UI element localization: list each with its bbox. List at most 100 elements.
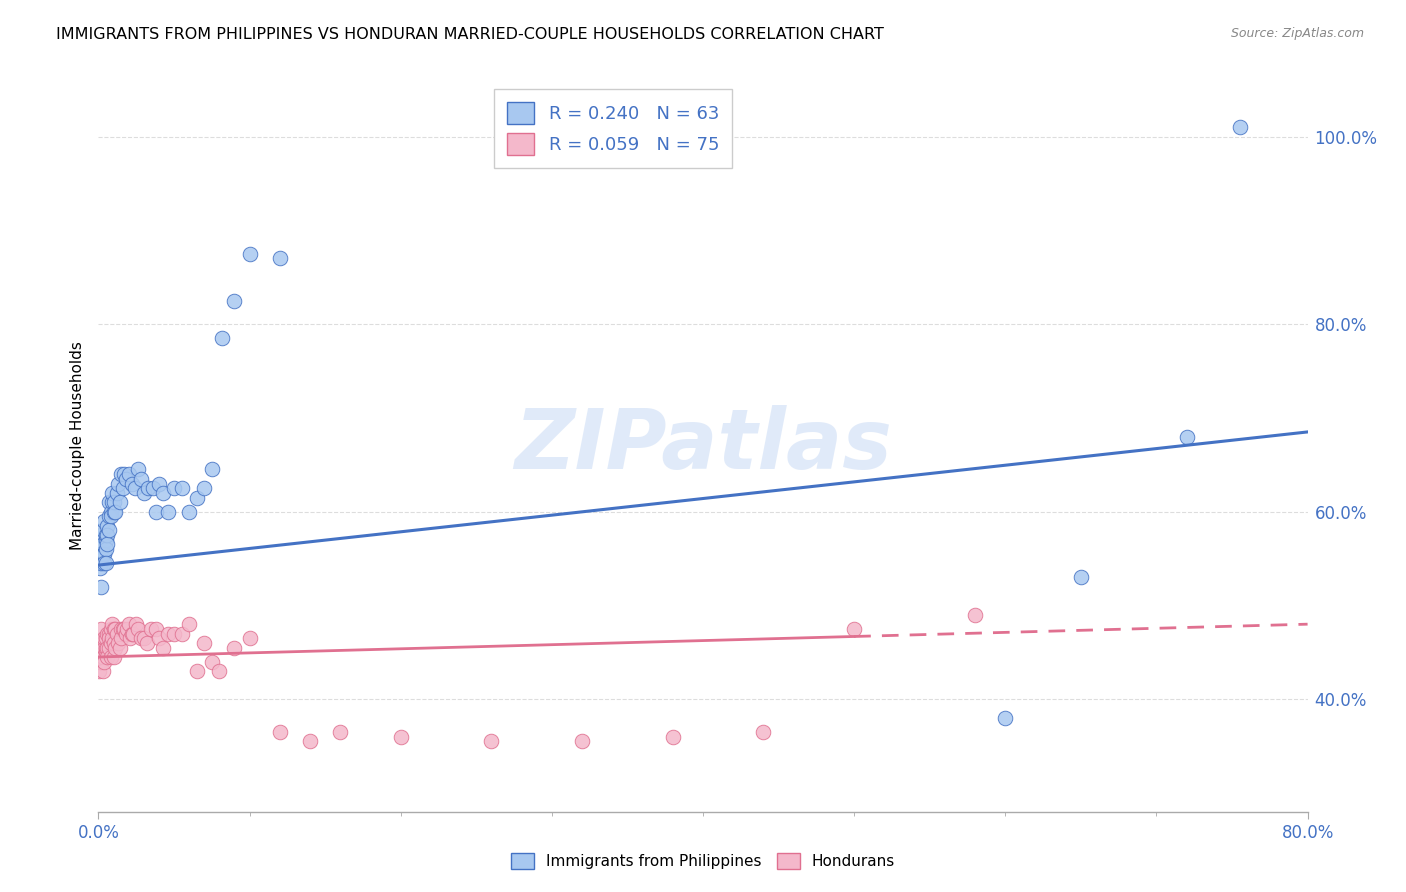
Point bbox=[107, 636, 129, 650]
Point bbox=[239, 246, 262, 260]
Point bbox=[163, 626, 186, 640]
Point bbox=[89, 664, 111, 678]
Point bbox=[89, 561, 111, 575]
Point bbox=[93, 547, 115, 561]
Point bbox=[186, 491, 208, 505]
Point bbox=[103, 495, 125, 509]
Point bbox=[96, 626, 118, 640]
Text: Source: ZipAtlas.com: Source: ZipAtlas.com bbox=[1230, 27, 1364, 40]
Point bbox=[103, 622, 125, 636]
Point bbox=[132, 486, 155, 500]
Point bbox=[193, 636, 215, 650]
Point bbox=[124, 481, 146, 495]
Point bbox=[661, 730, 683, 744]
Point bbox=[96, 537, 118, 551]
Point bbox=[90, 655, 112, 669]
Point bbox=[269, 725, 291, 739]
Point bbox=[141, 622, 163, 636]
Point bbox=[122, 626, 145, 640]
Point bbox=[93, 640, 115, 655]
Point bbox=[112, 622, 135, 636]
Point bbox=[110, 622, 132, 636]
Point bbox=[111, 481, 134, 495]
Point bbox=[98, 509, 121, 524]
Point bbox=[101, 617, 124, 632]
Point bbox=[1175, 429, 1198, 443]
Point bbox=[269, 252, 291, 266]
Point bbox=[389, 730, 412, 744]
Point bbox=[145, 622, 167, 636]
Point bbox=[100, 509, 122, 524]
Point bbox=[112, 467, 135, 482]
Point bbox=[129, 472, 152, 486]
Point bbox=[156, 505, 179, 519]
Point bbox=[129, 632, 152, 646]
Point bbox=[91, 537, 114, 551]
Point bbox=[104, 640, 127, 655]
Point bbox=[132, 632, 155, 646]
Point bbox=[844, 622, 866, 636]
Point bbox=[94, 542, 117, 557]
Point bbox=[179, 617, 201, 632]
Point bbox=[90, 636, 112, 650]
Point bbox=[120, 632, 142, 646]
Point bbox=[105, 626, 128, 640]
Point bbox=[103, 636, 125, 650]
Point bbox=[179, 505, 201, 519]
Y-axis label: Married-couple Households: Married-couple Households bbox=[69, 342, 84, 550]
Point bbox=[107, 476, 129, 491]
Point bbox=[135, 636, 157, 650]
Point bbox=[100, 650, 122, 665]
Point bbox=[94, 632, 117, 646]
Point bbox=[299, 734, 322, 748]
Point bbox=[224, 640, 246, 655]
Point bbox=[94, 645, 117, 659]
Point bbox=[224, 293, 246, 308]
Point bbox=[108, 495, 131, 509]
Point bbox=[481, 734, 503, 748]
Point bbox=[571, 734, 593, 748]
Point bbox=[89, 556, 111, 570]
Point bbox=[96, 528, 118, 542]
Point bbox=[110, 632, 132, 646]
Point bbox=[98, 495, 121, 509]
Point bbox=[89, 655, 111, 669]
Point bbox=[91, 645, 114, 659]
Point bbox=[118, 617, 141, 632]
Point bbox=[127, 622, 149, 636]
Point bbox=[115, 622, 138, 636]
Point bbox=[93, 655, 115, 669]
Point bbox=[89, 547, 111, 561]
Point bbox=[96, 640, 118, 655]
Point bbox=[110, 467, 132, 482]
Point bbox=[105, 486, 128, 500]
Point bbox=[91, 547, 114, 561]
Point bbox=[104, 622, 127, 636]
Point bbox=[118, 467, 141, 482]
Point bbox=[1229, 120, 1251, 135]
Point bbox=[994, 711, 1017, 725]
Point bbox=[93, 514, 115, 528]
Point bbox=[121, 626, 143, 640]
Point bbox=[965, 607, 987, 622]
Point bbox=[91, 524, 114, 538]
Point bbox=[100, 622, 122, 636]
Point bbox=[91, 650, 114, 665]
Point bbox=[170, 626, 193, 640]
Point bbox=[1070, 570, 1092, 584]
Point bbox=[163, 481, 186, 495]
Point bbox=[201, 462, 224, 476]
Point bbox=[752, 725, 775, 739]
Point bbox=[90, 528, 112, 542]
Point bbox=[98, 524, 121, 538]
Point bbox=[94, 556, 117, 570]
Point bbox=[114, 472, 136, 486]
Text: IMMIGRANTS FROM PHILIPPINES VS HONDURAN MARRIED-COUPLE HOUSEHOLDS CORRELATION CH: IMMIGRANTS FROM PHILIPPINES VS HONDURAN … bbox=[56, 27, 884, 42]
Point bbox=[156, 626, 179, 640]
Point bbox=[100, 505, 122, 519]
Point bbox=[103, 650, 125, 665]
Point bbox=[90, 650, 112, 665]
Point bbox=[111, 622, 134, 636]
Point bbox=[239, 632, 262, 646]
Point bbox=[101, 632, 124, 646]
